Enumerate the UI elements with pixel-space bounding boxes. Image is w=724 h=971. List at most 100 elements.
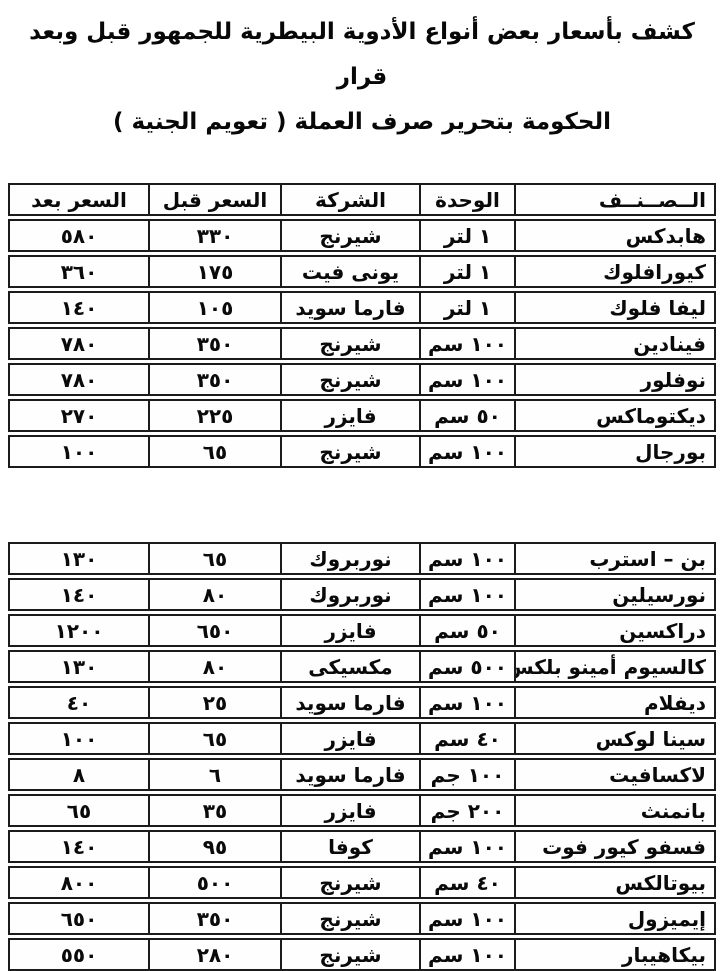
company-cell: شيرنج: [282, 365, 421, 394]
price-before-cell: ٥٠٠: [150, 868, 282, 897]
price-after-cell: ١٠٠: [10, 437, 150, 466]
company-cell: فارما سويد: [282, 293, 421, 322]
table-row: بيوتالكس ٤٠ سم شيرنج ٥٠٠ ٨٠٠: [8, 866, 716, 899]
price-before-cell: ٣٥٠: [150, 365, 282, 394]
company-cell: فايزر: [282, 401, 421, 430]
price-before-cell: ٦٥: [150, 437, 282, 466]
unit-cell: ١٠٠ سم: [421, 688, 516, 717]
item-cell: كالسيوم أمينو بلكس: [516, 654, 706, 679]
header-unit: الوحدة: [421, 185, 516, 214]
document-page: كشف بأسعار بعض أنواع الأدوية البيطرية لل…: [0, 10, 724, 971]
table-row: ليفا فلوك ١ لتر فارما سويد ١٠٥ ١٤٠: [8, 291, 716, 324]
price-table-top: الــصــنــف الوحدة الشركة السعر قبل السع…: [8, 183, 716, 468]
item-cell: ليفا فلوك: [609, 295, 706, 320]
header-item: الــصــنــف: [598, 187, 706, 212]
table-row: كالسيوم أمينو بلكس ٥٠٠ سم مكسيكى ٨٠ ١٣٠: [8, 650, 716, 683]
unit-cell: ١٠٠ سم: [421, 904, 516, 933]
unit-cell: ٤٠ سم: [421, 724, 516, 753]
price-after-cell: ٦٥: [10, 796, 150, 825]
company-cell: فايزر: [282, 616, 421, 645]
price-after-cell: ١٣٠: [10, 652, 150, 681]
header-company: الشركة: [282, 185, 421, 214]
header-price-after: السعر بعد: [10, 185, 150, 214]
unit-cell: ١٠٠ سم: [421, 580, 516, 609]
company-cell: شيرنج: [282, 940, 421, 969]
company-cell: كوفا: [282, 832, 421, 861]
price-before-cell: ٣٣٠: [150, 221, 282, 250]
header-price-before: السعر قبل: [150, 185, 282, 214]
price-before-cell: ١٧٥: [150, 257, 282, 286]
title-line-2: الحكومة بتحرير صرف العملة ( تعويم الجنية…: [112, 109, 612, 135]
table-row: هابدكس ١ لتر شيرنج ٣٣٠ ٥٨٠: [8, 219, 716, 252]
item-cell: كيورافلوك: [603, 259, 706, 284]
price-before-cell: ٩٥: [150, 832, 282, 861]
table-row: لاكسافيت ١٠٠ جم فارما سويد ٦ ٨: [8, 758, 716, 791]
price-after-cell: ٨٠٠: [10, 868, 150, 897]
unit-cell: ٥٠ سم: [421, 401, 516, 430]
item-cell: بانمنث: [640, 798, 706, 823]
table-row: فسفو كيور فوت ١٠٠ سم كوفا ٩٥ ١٤٠: [8, 830, 716, 863]
price-before-cell: ٨٠: [150, 652, 282, 681]
unit-cell: ١ لتر: [421, 293, 516, 322]
price-before-cell: ٢٨٠: [150, 940, 282, 969]
unit-cell: ٥٠ سم: [421, 616, 516, 645]
price-before-cell: ٣٥٠: [150, 904, 282, 933]
table-row: نوفلور ١٠٠ سم شيرنج ٣٥٠ ٧٨٠: [8, 363, 716, 396]
company-cell: فايزر: [282, 796, 421, 825]
price-after-cell: ٣٦٠: [10, 257, 150, 286]
company-cell: مكسيكى: [282, 652, 421, 681]
price-after-cell: ١٤٠: [10, 293, 150, 322]
price-after-cell: ١٣٠: [10, 544, 150, 573]
table-row: ديكتوماكس ٥٠ سم فايزر ٢٢٥ ٢٧٠: [8, 399, 716, 432]
price-before-cell: ٣٥: [150, 796, 282, 825]
item-cell: دراكسين: [619, 618, 706, 643]
table-header-row: الــصــنــف الوحدة الشركة السعر قبل السع…: [8, 183, 716, 216]
item-cell: هابدكس: [625, 223, 706, 248]
company-cell: نوربروك: [282, 544, 421, 573]
item-cell: نوفلور: [640, 367, 706, 392]
company-cell: فارما سويد: [282, 760, 421, 789]
price-after-cell: ١٠٠: [10, 724, 150, 753]
unit-cell: ١٠٠ سم: [421, 940, 516, 969]
table-row: دراكسين ٥٠ سم فايزر ٦٥٠ ١٢٠٠: [8, 614, 716, 647]
price-after-cell: ٥٨٠: [10, 221, 150, 250]
price-before-cell: ١٠٥: [150, 293, 282, 322]
unit-cell: ١٠٠ سم: [421, 437, 516, 466]
item-cell: ديفلام: [643, 690, 706, 715]
price-before-cell: ٢٥: [150, 688, 282, 717]
item-cell: بورجال: [635, 439, 706, 464]
item-cell: نورسيلين: [612, 582, 706, 607]
price-after-cell: ٨: [10, 760, 150, 789]
item-cell: فسفو كيور فوت: [542, 834, 706, 859]
price-after-cell: ٢٧٠: [10, 401, 150, 430]
unit-cell: ٤٠ سم: [421, 868, 516, 897]
table-row: إيميزول ١٠٠ سم شيرنج ٣٥٠ ٦٥٠: [8, 902, 716, 935]
document-title: كشف بأسعار بعض أنواع الأدوية البيطرية لل…: [0, 10, 724, 145]
table-row: ديفلام ١٠٠ سم فارما سويد ٢٥ ٤٠: [8, 686, 716, 719]
company-cell: شيرنج: [282, 329, 421, 358]
price-before-cell: ٦٥: [150, 724, 282, 753]
item-cell: فينادين: [633, 331, 706, 356]
table-row: بن – استرب ١٠٠ سم نوربروك ٦٥ ١٣٠: [8, 542, 716, 575]
item-cell: إيميزول: [627, 906, 706, 931]
company-cell: يونى فيت: [282, 257, 421, 286]
price-before-cell: ٦: [150, 760, 282, 789]
price-after-cell: ٧٨٠: [10, 365, 150, 394]
item-cell: لاكسافيت: [609, 762, 706, 787]
table-row: كيورافلوك ١ لتر يونى فيت ١٧٥ ٣٦٠: [8, 255, 716, 288]
table-row: بورجال ١٠٠ سم شيرنج ٦٥ ١٠٠: [8, 435, 716, 468]
company-cell: فايزر: [282, 724, 421, 753]
price-after-cell: ٦٥٠: [10, 904, 150, 933]
unit-cell: ١٠٠ سم: [421, 329, 516, 358]
unit-cell: ١٠٠ سم: [421, 832, 516, 861]
table-row: سينا لوكس ٤٠ سم فايزر ٦٥ ١٠٠: [8, 722, 716, 755]
company-cell: شيرنج: [282, 904, 421, 933]
price-before-cell: ٨٠: [150, 580, 282, 609]
price-after-cell: ٧٨٠: [10, 329, 150, 358]
company-cell: شيرنج: [282, 221, 421, 250]
table-row: نورسيلين ١٠٠ سم نوربروك ٨٠ ١٤٠: [8, 578, 716, 611]
item-cell: بيوتالكس: [615, 870, 706, 895]
price-after-cell: ١٤٠: [10, 580, 150, 609]
price-before-cell: ٦٥٠: [150, 616, 282, 645]
unit-cell: ٢٠٠ جم: [421, 796, 516, 825]
